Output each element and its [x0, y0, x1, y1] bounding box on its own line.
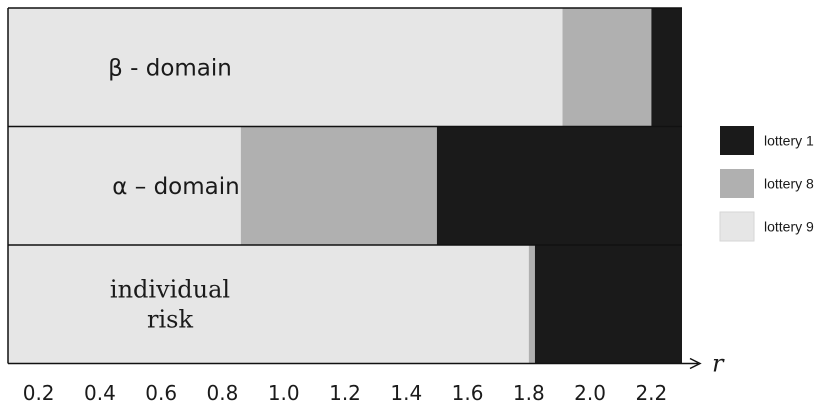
legend-swatch-lottery-9	[719, 211, 755, 242]
legend-label-lottery-8: lottery 8	[764, 176, 814, 192]
x-tick-label: 1.6	[452, 381, 484, 405]
legend-swatch-lottery-1	[720, 126, 754, 155]
row-label-3-line1: individual	[110, 275, 230, 303]
x-tick-label: 1.4	[390, 381, 422, 405]
x-tick-label: 2.2	[635, 381, 667, 405]
x-tick-label: 1.0	[268, 381, 300, 405]
chart-frame	[7, 7, 682, 364]
x-axis-arrowhead	[689, 357, 702, 370]
legend-label-lottery-1: lottery 1	[764, 133, 814, 149]
row-label-3-line2: risk	[147, 305, 193, 333]
x-tick-label: 0.8	[207, 381, 239, 405]
legend-label-lottery-9: lottery 9	[764, 219, 814, 235]
legend: lottery 1 lottery 8 lottery 9	[719, 126, 814, 242]
x-tick-label: 0.4	[84, 381, 116, 405]
x-tick-label: 0.6	[145, 381, 177, 405]
x-axis: r 0.2 0.4 0.6 0.8 1.0 1.2 1.4 1.6 1.8 2.0 2.2	[8, 350, 725, 405]
bars-group	[8, 8, 682, 364]
x-axis-variable-label: r	[712, 350, 725, 378]
row-label-1: β - domain	[108, 55, 232, 81]
x-tick-label: 2.0	[574, 381, 606, 405]
legend-swatch-lottery-8	[720, 169, 754, 198]
x-tick-label: 1.2	[329, 381, 361, 405]
bar-segment-row1-lottery-9	[8, 8, 563, 127]
bar-segment-row1-lottery-1	[651, 8, 682, 127]
x-tick-label: 0.2	[23, 381, 55, 405]
bar-segment-row2-lottery-1	[436, 126, 682, 245]
bar-segment-row3-lottery-1	[534, 245, 682, 364]
bar-segment-row3-lottery-8	[528, 245, 535, 364]
bar-segment-row3-lottery-9	[8, 245, 529, 364]
bar-segment-row2-lottery-9	[8, 126, 241, 245]
row-label-2: α – domain	[112, 174, 239, 200]
x-tick-label: 1.8	[513, 381, 545, 405]
bar-segment-row2-lottery-8	[240, 126, 437, 245]
bar-segment-row1-lottery-8	[562, 8, 652, 127]
